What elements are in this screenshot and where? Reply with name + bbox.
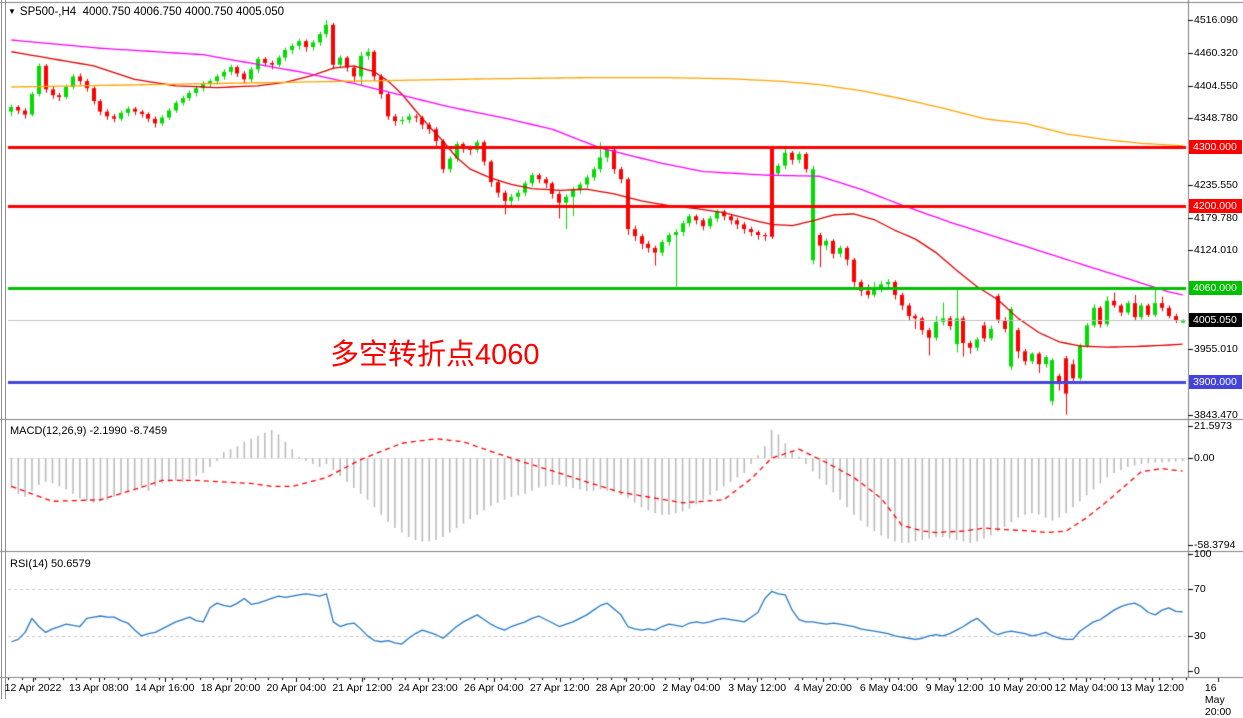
rsi-axis-label: 100 (1194, 548, 1212, 560)
date-axis-label: 4 May 20:00 (794, 682, 852, 694)
price-axis-label: 4516.090 (1194, 14, 1238, 26)
date-axis-label: 6 May 04:00 (859, 682, 918, 694)
price-axis-label: 4235.550 (1194, 178, 1238, 191)
price-level-badge: 4300.000 (1189, 139, 1242, 154)
date-axis-label: 3 May 12:00 (728, 682, 787, 694)
price-level-badge: 4060.000 (1189, 280, 1242, 295)
panel-left-border (5, 0, 6, 699)
symbol-dropdown-icon[interactable]: ▼ (8, 7, 16, 16)
date-axis-label: 28 Apr 20:00 (595, 682, 656, 694)
window-left-border (1, 0, 2, 699)
date-axis-label: 2 May 04:00 (662, 682, 721, 694)
price-axis-label: 4179.780 (1194, 211, 1238, 224)
date-axis-label: 18 Apr 20:00 (200, 682, 261, 694)
current-price-badge: 4005.050 (1189, 313, 1242, 328)
macd-axis-label: 0.00 (1194, 452, 1215, 465)
price-axis-label: 3955.010 (1194, 343, 1238, 356)
rsi-axis-label: 30 (1194, 629, 1206, 642)
chart-canvas[interactable] (0, 0, 1243, 699)
price-axis-label: 4404.550 (1194, 79, 1238, 92)
date-axis-label: 21 Apr 12:00 (332, 682, 392, 694)
date-axis-label: 24 Apr 23:00 (398, 682, 458, 694)
date-axis-label: 12 May 04:00 (1054, 682, 1119, 694)
macd-indicator-label: MACD(12,26,9) -2.1990 -8.7459 (10, 425, 168, 437)
date-axis-label: 14 Apr 16:00 (134, 682, 195, 694)
price-axis-label: 4124.010 (1194, 244, 1238, 257)
date-axis-label: 27 Apr 12:00 (529, 682, 590, 694)
rsi-axis-label: 70 (1194, 583, 1206, 596)
chart-annotation-text[interactable]: 多空转折点4060 (330, 339, 540, 371)
macd-axis-label: 21.5973 (1194, 420, 1232, 432)
date-axis-label: 12 Apr 2022 (4, 682, 62, 694)
rsi-axis-label: 0 (1194, 665, 1200, 677)
date-axis-label: 10 May 20:00 (988, 682, 1053, 694)
symbol-label: SP500-,H4 (19, 6, 77, 18)
macd-axis-label: -58.3794 (1194, 539, 1236, 551)
ohlc-values: 4000.750 4006.750 4000.750 4005.050 (82, 6, 285, 18)
price-axis-label: 3843.470 (1194, 409, 1238, 421)
date-axis-label: 13 Apr 08:00 (69, 682, 129, 694)
date-axis-label: 20 Apr 04:00 (266, 682, 327, 694)
price-level-badge: 3900.000 (1189, 374, 1242, 389)
date-axis-label: 13 May 12:00 (1120, 682, 1184, 694)
price-axis-label: 4348.780 (1194, 112, 1238, 125)
price-level-badge: 4200.000 (1189, 198, 1242, 213)
date-axis-label: 9 May 12:00 (925, 682, 984, 694)
symbol-title-bar[interactable]: ▼ SP500-,H4 4000.750 4006.750 4000.750 40… (8, 6, 284, 18)
date-axis-label: 26 Apr 04:00 (464, 682, 524, 694)
price-axis-label: 4460.320 (1194, 46, 1238, 59)
date-axis-label: 16 May 20:00 (1204, 682, 1232, 718)
rsi-indicator-label: RSI(14) 50.6579 (10, 558, 91, 570)
